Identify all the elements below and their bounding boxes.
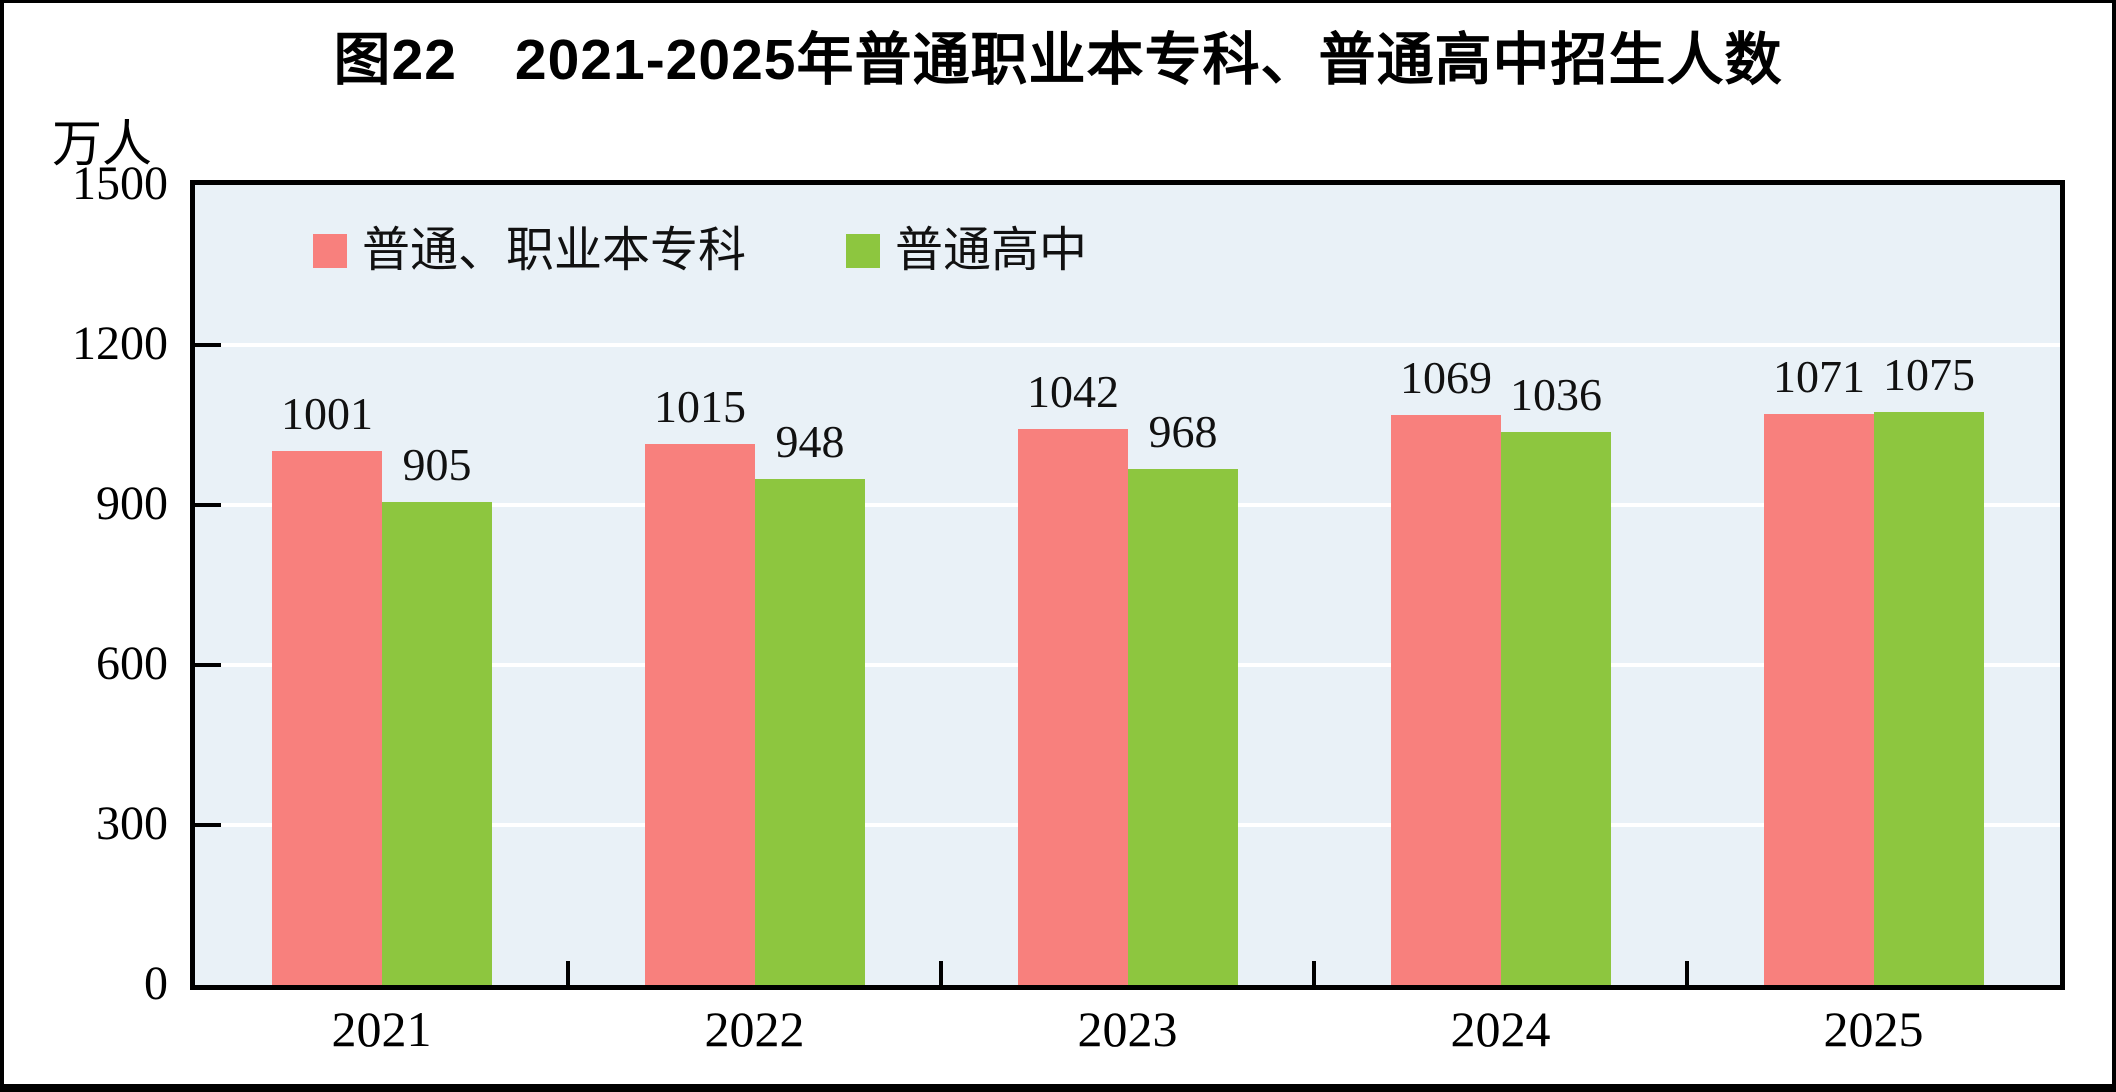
bar-value-label-2023-普通高中: 968 bbox=[1148, 405, 1218, 457]
bar-普通高中-2023 bbox=[1128, 468, 1238, 985]
y-axis-unit-label: 万人 bbox=[52, 116, 152, 172]
chart-title: 图22 2021-2025年普通职业本专科、普通高中招生人数 bbox=[333, 28, 1783, 92]
bar-普通高中-2021 bbox=[382, 502, 492, 985]
y-axis-tick-mark-900 bbox=[195, 503, 221, 507]
bar-value-label-2021-普通、职业本专科: 1001 bbox=[281, 388, 373, 440]
plot-area: 1001 1015 1042 1069 1071 905 948 968 1036 1075 普通、… bbox=[195, 185, 2060, 985]
bar-普通、职业本专科-2022 bbox=[645, 443, 755, 985]
bar-普通、职业本专科-2021 bbox=[272, 451, 382, 985]
bar-普通高中-2024 bbox=[1501, 432, 1611, 985]
bar-value-label-2024-普通、职业本专科: 1069 bbox=[1400, 351, 1492, 403]
legend-swatch-普通高中 bbox=[846, 234, 880, 269]
y-axis-tick-label-0: 0 bbox=[144, 957, 168, 1010]
x-axis-tick-mark-3 bbox=[1312, 961, 1316, 985]
legend-swatch-普通、职业本专科 bbox=[313, 234, 347, 269]
x-axis-tick-mark-4 bbox=[1685, 961, 1689, 985]
x-axis-tick-label-2022: 2022 bbox=[704, 1001, 805, 1057]
bar-value-label-2022-普通、职业本专科: 1015 bbox=[654, 380, 746, 432]
y-axis-tick-mark-600 bbox=[195, 663, 221, 667]
bar-普通、职业本专科-2023 bbox=[1018, 429, 1128, 985]
bar-value-label-2022-普通高中: 948 bbox=[775, 416, 845, 468]
y-axis-tick-mark-1200 bbox=[195, 343, 221, 347]
y-axis-tick-label-600: 600 bbox=[96, 637, 168, 690]
y-axis-tick-label-1200: 1200 bbox=[72, 317, 168, 370]
bar-value-label-2025-普通、职业本专科: 1071 bbox=[1773, 350, 1865, 402]
bar-value-label-2024-普通高中: 1036 bbox=[1510, 369, 1602, 421]
bar-普通高中-2025 bbox=[1874, 411, 1984, 985]
y-axis-tick-label-900: 900 bbox=[96, 477, 168, 530]
bar-value-label-2021-普通高中: 905 bbox=[402, 439, 472, 491]
x-axis-tick-mark-2 bbox=[939, 961, 943, 985]
x-axis-tick-label-2024: 2024 bbox=[1450, 1001, 1551, 1057]
legend-item-普通高中: 普通高中 bbox=[846, 224, 1088, 278]
y-axis-tick-label-300: 300 bbox=[96, 797, 168, 850]
legend-item-普通、职业本专科: 普通、职业本专科 bbox=[313, 224, 747, 278]
x-axis-tick-label-2023: 2023 bbox=[1077, 1001, 1178, 1057]
bar-普通、职业本专科-2025 bbox=[1764, 413, 1874, 985]
x-axis-tick-label-2025: 2025 bbox=[1823, 1001, 1924, 1057]
x-axis-tick-label-2021: 2021 bbox=[331, 1001, 432, 1057]
x-axis-tick-mark-1 bbox=[566, 961, 570, 985]
bar-普通高中-2022 bbox=[755, 479, 865, 985]
legend-label-普通、职业本专科: 普通、职业本专科 bbox=[362, 224, 747, 277]
bar-普通、职业本专科-2024 bbox=[1391, 414, 1501, 985]
bar-value-label-2023-普通、职业本专科: 1042 bbox=[1027, 366, 1119, 418]
y-axis-tick-label-1500: 1500 bbox=[72, 157, 168, 210]
bar-value-label-2025-普通高中: 1075 bbox=[1883, 348, 1975, 400]
gridline-1200 bbox=[195, 343, 2060, 347]
legend-label-普通高中: 普通高中 bbox=[895, 224, 1088, 277]
y-axis-tick-mark-300 bbox=[195, 823, 221, 827]
